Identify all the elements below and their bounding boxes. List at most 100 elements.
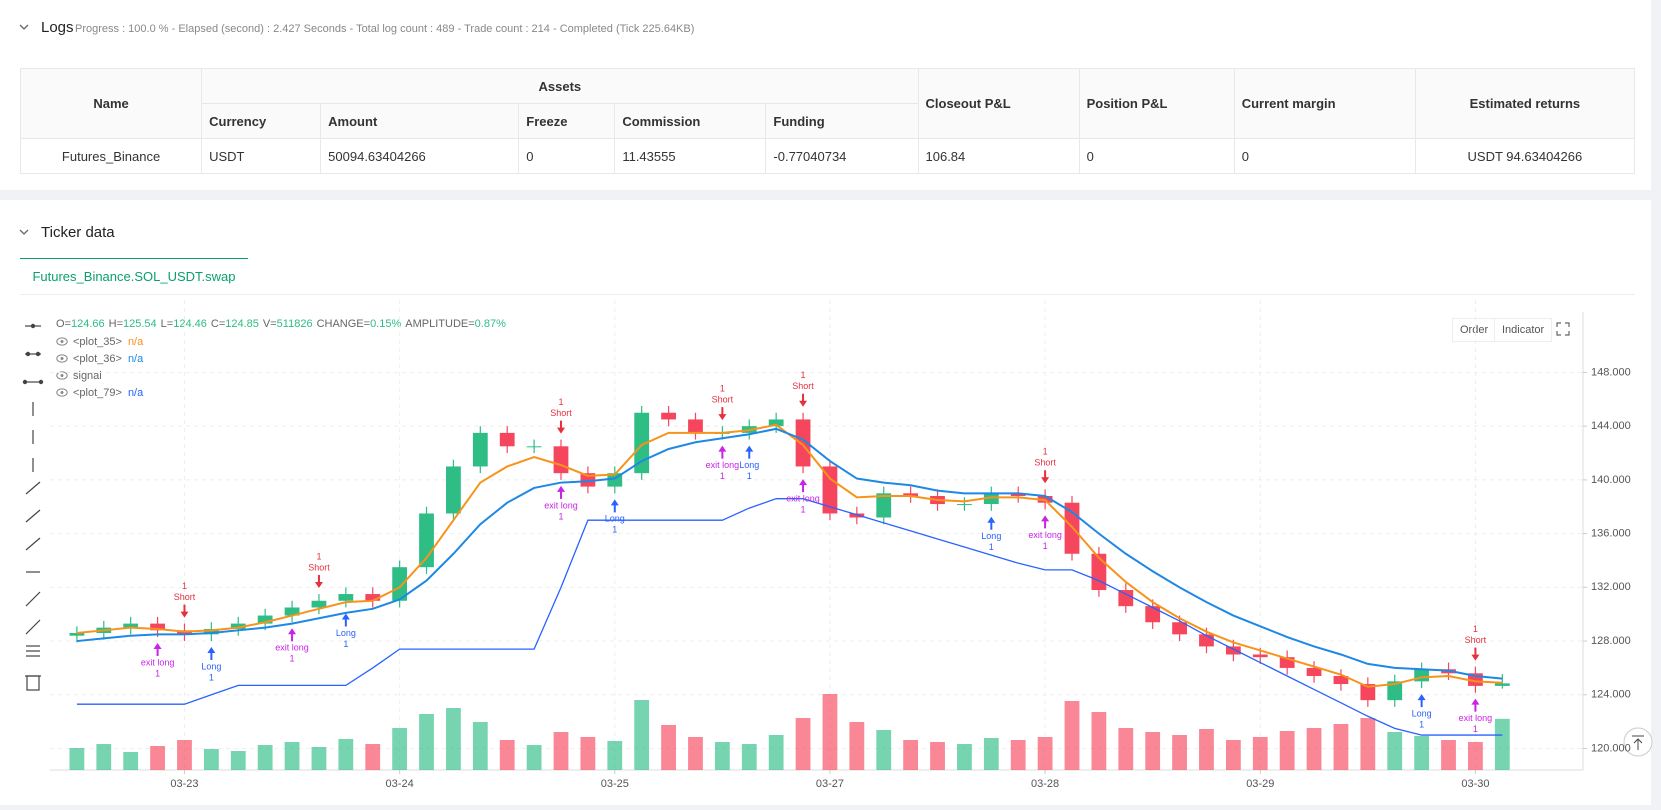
candle-body: [661, 412, 676, 420]
ticker-title: Ticker data: [41, 224, 115, 241]
volume-bar: [1037, 737, 1053, 770]
subheader: Amount: [320, 103, 520, 139]
y-tick-label: 132.000: [1591, 581, 1631, 593]
header: Assets: [201, 68, 919, 104]
signal-label: Long: [605, 514, 625, 524]
visibility-icon[interactable]: [56, 337, 68, 346]
info-value: 0.87%: [474, 318, 506, 330]
signal-arrow: [1471, 698, 1480, 712]
logs-title: Logs: [41, 19, 74, 36]
legend: <plot_35> n/a <plot_36> n/a signal <plot_79> n…: [56, 336, 143, 404]
signal-qty: 1: [1473, 624, 1478, 634]
volume-bar: [1414, 736, 1430, 770]
volume-bar: [1494, 718, 1510, 770]
signal-qty: 1: [720, 384, 725, 394]
y-tick-label: 148.000: [1591, 366, 1631, 378]
signal-label: Short: [792, 381, 814, 391]
subheader: Freeze: [518, 103, 616, 139]
signal-arrow: [610, 499, 619, 513]
volume-bar: [1010, 740, 1026, 770]
volume-bar: [1441, 740, 1456, 770]
signal-label: Short: [712, 395, 734, 405]
candle-body: [499, 432, 515, 447]
volume-bar: [257, 745, 273, 770]
collapse-icon[interactable]: [18, 22, 30, 32]
legend-value: n/a: [127, 353, 144, 365]
legend-value: n/a: [127, 336, 144, 348]
logs-status: Progress : 100.0 % - Elapsed (second) : …: [75, 23, 695, 35]
volume-bar: [957, 744, 972, 770]
header: Name: [19, 68, 203, 139]
candle-body: [123, 623, 139, 628]
cell: 106.84: [917, 138, 1080, 174]
candle-body: [472, 432, 488, 467]
legend-name: <plot_36>: [73, 353, 122, 365]
visibility-icon[interactable]: [56, 371, 68, 380]
volume-bar: [69, 748, 85, 770]
signal-label: Long: [336, 628, 356, 638]
volume-bar: [392, 728, 408, 770]
volume-bar: [365, 744, 381, 770]
signal-arrow: [288, 628, 297, 642]
visibility-icon[interactable]: [56, 354, 68, 363]
fullscreen-icon[interactable]: [1556, 322, 1570, 336]
signal-arrow: [799, 393, 808, 407]
signal-label: exit long: [1028, 530, 1062, 540]
volume-bar: [526, 745, 542, 770]
y-tick-label: 128.000: [1591, 635, 1631, 647]
order-button[interactable]: Order: [1452, 318, 1497, 342]
signal-qty: 1: [343, 639, 348, 649]
legend-value: n/a: [127, 387, 144, 399]
collapse-icon[interactable]: [18, 227, 30, 237]
volume-bar: [177, 740, 192, 770]
info-key: AMPLITUDE=: [405, 318, 475, 330]
signal-arrow: [180, 604, 189, 618]
signal-label: Short: [550, 408, 572, 418]
volume-bar: [822, 694, 838, 770]
legend-item: <plot_79> n/a: [56, 387, 143, 404]
legend-item: signal: [56, 370, 143, 387]
candle-body: [284, 607, 300, 616]
candle-body: [230, 623, 246, 629]
indicator-button[interactable]: Indicator: [1494, 318, 1553, 342]
signal-qty: 1: [1419, 719, 1424, 729]
volume-bar: [1091, 712, 1107, 770]
cell: 11.43555: [614, 138, 767, 174]
cell: -0.77040734: [765, 138, 919, 174]
indicator-line: [76, 498, 1503, 736]
candle-body: [257, 615, 273, 624]
signal-arrow: [745, 445, 754, 459]
signal-arrow: [718, 445, 727, 459]
logs-panel: Logs Progress : 100.0 % - Elapsed (secon…: [0, 0, 1651, 190]
signal-qty: 1: [558, 397, 563, 407]
candle-body: [1252, 654, 1268, 658]
volume-bar: [230, 751, 246, 770]
info-value: 125.54: [123, 318, 157, 330]
indicator-line: [76, 427, 1503, 680]
cell: USDT: [201, 138, 322, 174]
candle-body: [957, 504, 972, 506]
volume-bar: [903, 740, 919, 770]
cell: 0: [518, 138, 616, 174]
volume-bar: [1306, 728, 1322, 770]
candle-body: [1387, 681, 1403, 701]
subheader: Funding: [765, 103, 919, 139]
candle-body: [1279, 657, 1295, 668]
y-tick-label: 124.000: [1591, 689, 1631, 701]
cell: 0: [1078, 138, 1235, 174]
toolbar: [22, 323, 44, 691]
signal-qty: 1: [801, 370, 806, 380]
signal-label: exit long: [706, 460, 740, 470]
visibility-icon[interactable]: [56, 388, 68, 397]
candle-body: [69, 633, 85, 636]
info-key: O=: [56, 318, 71, 330]
ticker-tab[interactable]: Futures_Binance.SOL_USDT.swap: [20, 258, 248, 295]
volume-bar: [446, 708, 461, 770]
signal-arrow: [799, 479, 808, 493]
volume-bar: [150, 746, 165, 770]
volume-bar: [96, 744, 112, 770]
volume-bar: [1145, 732, 1161, 770]
candle-body: [446, 466, 461, 514]
candle-body: [1333, 675, 1349, 685]
x-tick-label: 03-28: [1031, 778, 1059, 790]
